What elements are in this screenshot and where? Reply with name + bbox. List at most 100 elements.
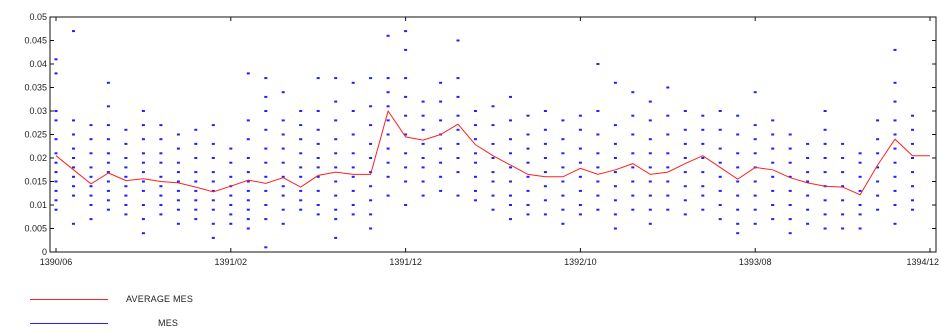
mes-point (841, 185, 845, 188)
mes-point (54, 110, 58, 112)
mes-point (683, 142, 687, 145)
mes-point (386, 77, 390, 80)
mes-point (753, 222, 757, 225)
mes-point (351, 175, 355, 178)
legend-line-average (30, 298, 108, 300)
mes-point (701, 142, 705, 145)
legend-item-average: AVERAGE MES (30, 292, 193, 306)
mes-point (316, 175, 320, 178)
mes-point (491, 208, 495, 211)
mes-point (491, 180, 495, 183)
mes-point (229, 175, 233, 178)
mes-point (141, 189, 145, 192)
mes-point (911, 208, 914, 211)
mes-point (124, 213, 128, 216)
mes-point (72, 194, 75, 197)
mes-point (159, 138, 163, 141)
mes-point (806, 194, 810, 197)
mes-point (404, 95, 408, 98)
mes-point (911, 114, 914, 117)
mes-point (526, 204, 530, 206)
mes-point (159, 204, 163, 206)
mes-point (439, 189, 443, 192)
mes-point (54, 58, 58, 61)
mes-point (351, 110, 355, 112)
mes-point (578, 213, 582, 216)
mes-point (893, 222, 897, 225)
mes-point (858, 175, 862, 178)
mes-point (176, 161, 180, 164)
mes-point (211, 142, 215, 145)
mes-point (543, 171, 547, 174)
mes-point (72, 119, 75, 122)
mes-point (788, 161, 792, 164)
mes-point (666, 133, 670, 136)
mes-point (718, 218, 722, 221)
mes-point (106, 199, 110, 202)
y-tick-label: 0.015 (24, 177, 47, 187)
mes-point (509, 152, 512, 155)
mes-point (788, 218, 792, 221)
mes-point (648, 194, 652, 197)
mes-point (141, 171, 145, 174)
mes-point (876, 180, 880, 183)
mes-point (911, 142, 914, 145)
mes-point (176, 133, 180, 136)
mes-point (369, 227, 373, 230)
mes-point (141, 218, 145, 221)
mes-point (753, 194, 757, 197)
mes-point (141, 232, 145, 235)
mes-point (334, 194, 338, 197)
mes-point (823, 171, 827, 174)
mes-point (718, 175, 722, 178)
mes-point (491, 171, 495, 174)
mes-point (386, 105, 390, 108)
mes-point (893, 204, 897, 206)
x-tick-label: 1390/06 (40, 257, 73, 267)
mes-point (526, 161, 530, 164)
mes-point (911, 171, 914, 174)
mes-point (666, 208, 670, 211)
mes-point (54, 180, 58, 183)
mes-point (334, 138, 338, 141)
mes-point (351, 166, 355, 169)
mes-point (176, 189, 180, 192)
mes-point (771, 189, 775, 192)
mes-point (666, 114, 670, 117)
mes-point (526, 213, 530, 216)
mes-point (334, 218, 338, 221)
mes-point (404, 30, 408, 33)
mes-point (666, 152, 670, 155)
mes-point (106, 105, 110, 108)
mes-point (561, 222, 565, 225)
mes-point (176, 180, 180, 183)
mes-point (54, 72, 58, 75)
mes-point (211, 199, 215, 202)
mes-point (841, 142, 845, 145)
mes-point (369, 185, 373, 188)
mes-point (316, 213, 320, 216)
mes-point (648, 152, 652, 155)
mes-point (491, 157, 495, 159)
mes-point (159, 175, 163, 178)
mes-point (893, 119, 897, 122)
mes-point (701, 157, 705, 159)
mes-point (194, 189, 198, 192)
mes-point (159, 194, 163, 197)
average-mes-line (55, 109, 930, 196)
mes-point (596, 133, 600, 136)
mes-point (823, 157, 827, 159)
mes-point (718, 161, 722, 164)
mes-point (823, 110, 827, 112)
mes-point (369, 199, 373, 202)
mes-point (736, 133, 740, 136)
mes-point (841, 227, 845, 230)
mes-point (299, 138, 303, 141)
mes-point (911, 157, 914, 159)
mes-point (736, 232, 740, 235)
mes-point (858, 189, 862, 192)
mes-point (351, 204, 355, 206)
mes-point (194, 157, 198, 159)
mes-point (351, 133, 355, 136)
mes-scatter-series (54, 30, 914, 249)
